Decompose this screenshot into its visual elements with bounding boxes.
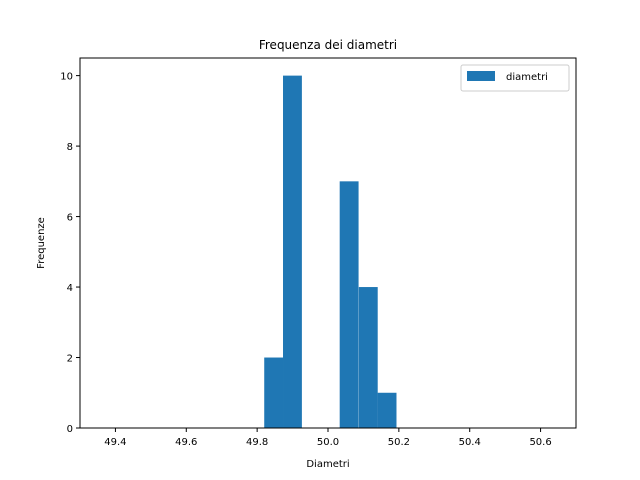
x-tick-label-4: 50.2 [388, 437, 410, 448]
plot-area [264, 75, 397, 428]
histogram-bar-4 [339, 181, 359, 428]
histogram-bar-5 [358, 287, 378, 428]
histogram-bar-6 [377, 392, 397, 428]
chart-title: Frequenza dei diametri [259, 38, 397, 52]
legend: diametri [460, 64, 570, 92]
legend-swatch-diametri [467, 71, 495, 81]
histogram-bar-0 [264, 357, 284, 428]
y-axis-label: Frequenze [36, 217, 47, 269]
x-tick-label-6: 50.6 [529, 437, 551, 448]
x-tick-label-1: 49.6 [175, 437, 197, 448]
x-axis: 49.4 49.6 49.8 50.0 50.2 50.4 50.6 [104, 428, 552, 448]
plot-frame [79, 57, 577, 429]
y-tick-label-4: 8 [67, 142, 73, 153]
x-tick-label-2: 49.8 [246, 437, 268, 448]
y-tick-label-2: 4 [67, 283, 73, 294]
y-axis: 0 2 4 6 8 10 [60, 72, 80, 435]
x-tick-label-0: 49.4 [104, 437, 126, 448]
y-tick-label-5: 10 [60, 72, 73, 83]
y-tick-label-0: 0 [67, 424, 73, 435]
histogram-bar-1 [283, 75, 302, 428]
legend-label-diametri: diametri [506, 72, 548, 83]
y-tick-label-3: 6 [67, 213, 73, 224]
x-axis-label: Diametri [306, 459, 349, 470]
y-tick-label-1: 2 [67, 354, 73, 365]
x-tick-label-5: 50.4 [459, 437, 481, 448]
x-tick-label-3: 50.0 [317, 437, 339, 448]
